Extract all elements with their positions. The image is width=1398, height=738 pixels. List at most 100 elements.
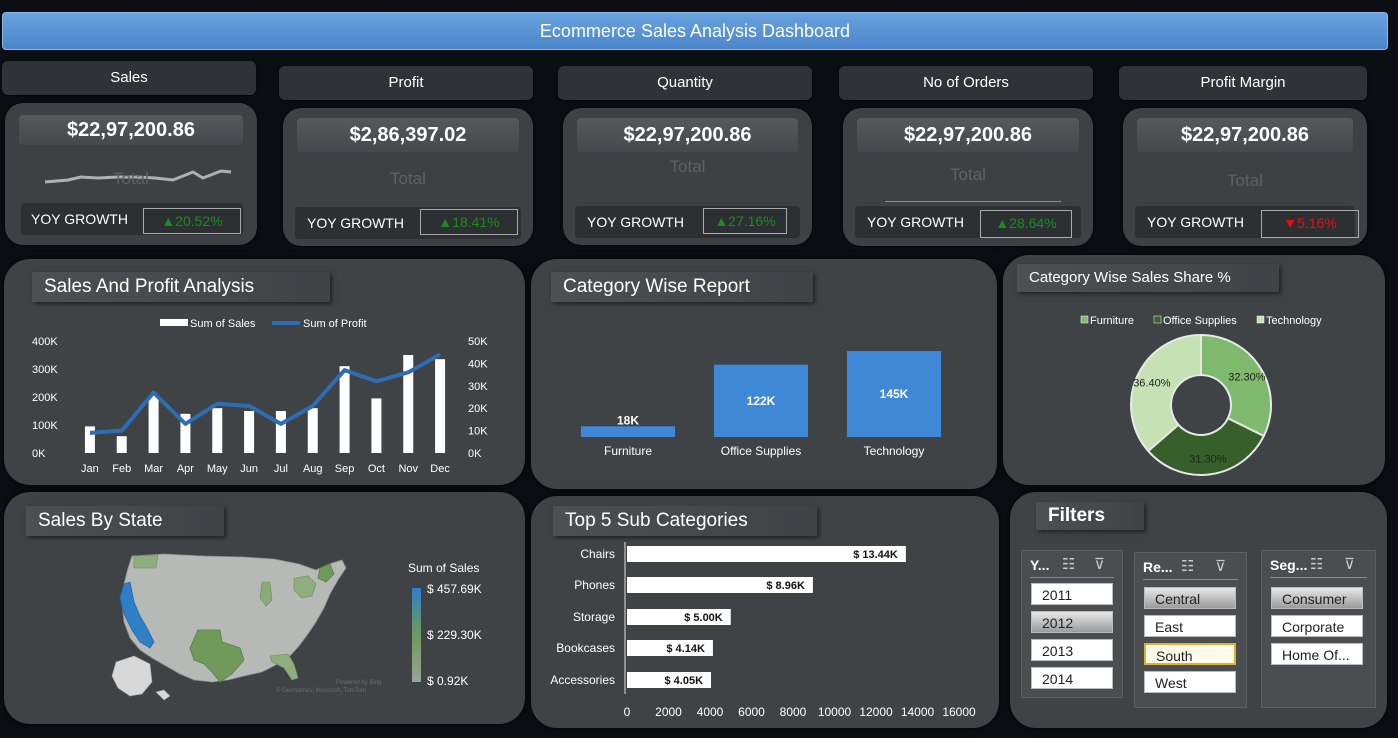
yoy-value: ▲27.16% [703, 208, 787, 234]
x-axis-tick: Oct [368, 463, 385, 475]
top5-category-label: Phones [574, 578, 615, 592]
region-slicer[interactable]: Re... ☷ ⊽ Central East South West [1134, 552, 1247, 708]
clear-filter-icon[interactable]: ⊽ [1215, 558, 1226, 575]
x-axis-tick: Feb [112, 463, 131, 475]
top5-x-tick: 6000 [738, 705, 765, 719]
pie-slice-label: 31.30% [1189, 454, 1227, 466]
slicer-item-east[interactable]: East [1144, 615, 1236, 637]
yoy-row: YOY GROWTH ▼5.16% [1135, 206, 1359, 238]
profit-line [89, 352, 442, 435]
left-axis-tick: 300K [32, 364, 58, 376]
panel-title: Sales And Profit Analysis [32, 272, 330, 302]
top5-bar-label: $ 13.44K [853, 549, 898, 561]
x-axis-tick: Dec [430, 463, 450, 475]
yoy-label: YOY GROWTH [307, 215, 404, 231]
right-axis-tick: 30K [468, 381, 488, 393]
x-axis-tick: Nov [398, 463, 418, 475]
top5-x-tick: 12000 [859, 705, 893, 719]
yoy-value: ▲18.41% [420, 209, 518, 235]
slicer-item-2013[interactable]: 2013 [1031, 639, 1113, 661]
sales-profit-chart: Sum of Sales Sum of Profit 0K 100K 200K 300K 4… [32, 318, 488, 475]
segment-slicer[interactable]: Seg... ☷ ⊽ Consumer Corporate Home Of... [1261, 550, 1376, 708]
right-axis-tick: 20K [468, 403, 488, 415]
legend-swatch-sales [160, 319, 188, 326]
map-state-east-cluster [293, 575, 317, 599]
panel-title: Top 5 Sub Categories [553, 506, 817, 536]
slicer-divider [1270, 577, 1367, 578]
year-slicer[interactable]: Y... ☷ ⊽ 2011 2012 2013 2014 [1021, 550, 1123, 698]
pie-legend-swatch [1153, 315, 1162, 324]
multi-select-icon[interactable]: ☷ [1062, 556, 1076, 573]
category-axis-label: Office Supplies [721, 444, 802, 458]
kpi-total-label: Total [669, 157, 706, 176]
sales-bar [180, 413, 191, 453]
left-axis-tick: 100K [32, 420, 58, 432]
map-legend-gradient [412, 588, 421, 682]
map-state-newyork [317, 563, 335, 583]
kpi-card-orders: $22,97,200.86 Total YOY GROWTH ▲28.64% [843, 108, 1093, 246]
slicer-item-2011[interactable]: 2011 [1031, 583, 1113, 605]
kpi-header-sales: Sales [2, 61, 256, 95]
top5-panel: Top 5 Sub Categories $ 13.44K Chairs $ 8.9… [531, 496, 999, 728]
pie-slice [1146, 416, 1266, 476]
yoy-label: YOY GROWTH [587, 214, 684, 230]
clear-filter-icon[interactable]: ⊽ [1344, 556, 1355, 573]
top5-bar [627, 640, 713, 656]
multi-select-icon[interactable]: ☷ [1181, 558, 1195, 575]
top5-x-tick: 2000 [655, 705, 682, 719]
slicer-divider [1030, 577, 1114, 578]
map-state-california [119, 581, 155, 649]
top5-category-label: Accessories [550, 673, 615, 687]
kpi-value: $22,97,200.86 [577, 118, 798, 152]
right-axis-tick: 50K [468, 336, 488, 348]
yoy-value: ▲28.64% [980, 210, 1072, 238]
top5-category-label: Bookcases [556, 641, 615, 655]
slicer-item-2014[interactable]: 2014 [1031, 667, 1113, 689]
pie-legend-label: Furniture [1090, 315, 1134, 327]
yoy-label: YOY GROWTH [31, 211, 128, 227]
map-legend-title: Sum of Sales [408, 561, 480, 575]
pie-legend-swatch [1080, 315, 1089, 324]
slicer-divider [1143, 579, 1238, 580]
category-bar [847, 351, 941, 437]
slicer-item-south[interactable]: South [1144, 643, 1236, 665]
sales-bar [371, 398, 382, 453]
kpi-card-quantity: $22,97,200.86 Total YOY GROWTH ▲27.16% [563, 108, 812, 245]
top5-bar [627, 672, 712, 688]
slicer-item-corporate[interactable]: Corporate [1271, 615, 1363, 637]
x-axis-tick: Jul [274, 463, 288, 475]
pie-slice [1200, 333, 1272, 438]
kpi-value: $22,97,200.86 [857, 118, 1079, 152]
x-axis-tick: Sep [335, 463, 355, 475]
kpi-card-profit: $2,86,397.02 Total YOY GROWTH ▲18.41% [283, 108, 533, 246]
top5-bar-label: $ 4.05K [665, 675, 704, 687]
map-state-hawaii [155, 689, 171, 701]
sales-bar [339, 366, 350, 453]
x-axis-tick: Jan [81, 463, 99, 475]
multi-select-icon[interactable]: ☷ [1310, 556, 1324, 573]
pie-slice-label: 32.30% [1228, 371, 1266, 383]
map-state-washington [133, 554, 159, 569]
yoy-row: YOY GROWTH ▲28.64% [855, 206, 1081, 238]
slicer-item-2012[interactable]: 2012 [1031, 611, 1113, 633]
clear-filter-icon[interactable]: ⊽ [1094, 556, 1105, 573]
top5-x-tick: 0 [624, 705, 631, 719]
map-legend-mid: $ 229.30K [427, 628, 482, 642]
map-attribution-1: Powered by Bing [336, 680, 382, 686]
panel-title: Category Wise Sales Share % [1017, 264, 1279, 292]
category-bar-label: 18K [617, 413, 639, 427]
kpi-total-label: Total [950, 165, 986, 184]
yoy-label: YOY GROWTH [867, 214, 964, 230]
category-chart: 18K Furniture 122K Office Supplies 145K Techn… [581, 351, 941, 458]
slicer-item-consumer[interactable]: Consumer [1271, 587, 1363, 609]
top5-category-label: Storage [573, 610, 615, 624]
kpi-header-profit: Profit [279, 66, 533, 100]
slicer-item-west[interactable]: West [1144, 671, 1236, 693]
kpi-total-label: Total [113, 169, 149, 188]
slicer-item-central[interactable]: Central [1144, 587, 1236, 609]
sales-bar [307, 408, 318, 453]
slicer-item-home-office[interactable]: Home Of... [1271, 643, 1363, 665]
kpi-total-label: Total [390, 169, 426, 188]
map-legend-min: $ 0.92K [427, 674, 469, 688]
x-axis-tick: Aug [303, 463, 323, 475]
